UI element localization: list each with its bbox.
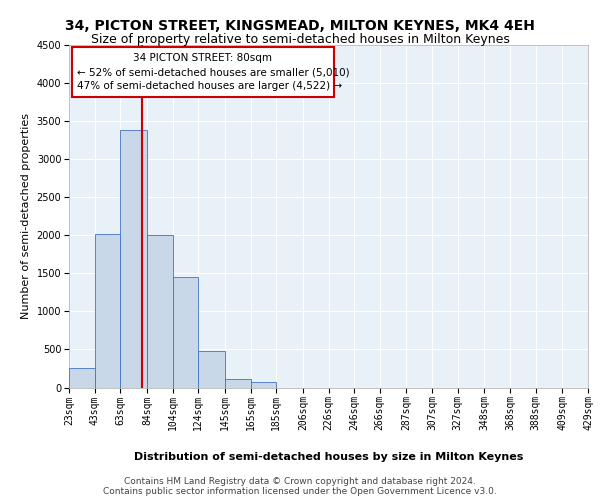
Bar bbox=[95, 234, 120, 388]
Text: Size of property relative to semi-detached houses in Milton Keynes: Size of property relative to semi-detach… bbox=[91, 32, 509, 46]
Text: 34, PICTON STREET, KINGSMEAD, MILTON KEYNES, MK4 4EH: 34, PICTON STREET, KINGSMEAD, MILTON KEY… bbox=[65, 19, 535, 33]
Text: 47% of semi-detached houses are larger (4,522) →: 47% of semi-detached houses are larger (… bbox=[77, 81, 342, 91]
Y-axis label: Number of semi-detached properties: Number of semi-detached properties bbox=[21, 114, 31, 320]
Text: Distribution of semi-detached houses by size in Milton Keynes: Distribution of semi-detached houses by … bbox=[134, 452, 523, 462]
Text: Contains public sector information licensed under the Open Government Licence v3: Contains public sector information licen… bbox=[103, 486, 497, 496]
Text: Contains HM Land Registry data © Crown copyright and database right 2024.: Contains HM Land Registry data © Crown c… bbox=[124, 476, 476, 486]
FancyBboxPatch shape bbox=[71, 48, 334, 97]
Bar bbox=[251, 382, 276, 388]
Text: ← 52% of semi-detached houses are smaller (5,010): ← 52% of semi-detached houses are smalle… bbox=[77, 67, 349, 77]
Text: 34 PICTON STREET: 80sqm: 34 PICTON STREET: 80sqm bbox=[133, 53, 272, 63]
Bar bbox=[225, 379, 251, 388]
Bar bbox=[173, 277, 198, 388]
Bar bbox=[69, 368, 95, 388]
Bar bbox=[120, 130, 147, 388]
Bar bbox=[147, 236, 173, 388]
Bar bbox=[198, 351, 225, 388]
